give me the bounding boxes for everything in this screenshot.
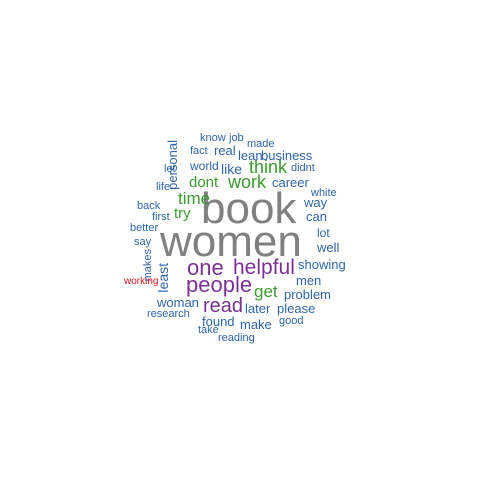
word-read: read (203, 295, 244, 317)
word-like: like (221, 161, 243, 177)
word-woman: woman (157, 295, 199, 310)
word-one: one (187, 255, 224, 280)
word-life: life (156, 181, 171, 193)
word-career: career (272, 175, 309, 190)
word-time: time (178, 189, 211, 208)
word-real: real (214, 143, 236, 158)
word-reading: reading (218, 332, 255, 344)
word-problem: problem (284, 287, 331, 302)
word-way: way (304, 195, 328, 210)
word-book: book (201, 184, 297, 233)
word-business: business (261, 148, 313, 163)
word-back: back (137, 200, 161, 212)
word-showing: showing (298, 257, 346, 272)
word-first: first (152, 211, 170, 223)
word-didnt: didnt (291, 162, 315, 174)
word-fact: fact (190, 145, 208, 157)
word-women: women (160, 217, 302, 266)
word-made: made (247, 138, 275, 150)
word-white: white (311, 187, 337, 199)
word-can: can (306, 209, 327, 224)
word-helpful: helpful (233, 256, 295, 279)
word-better: better (130, 222, 159, 234)
word-research: research (147, 308, 190, 320)
word-take: take (198, 324, 219, 336)
word-know: know (200, 132, 226, 144)
word-let: let (164, 163, 176, 175)
word-found: found (202, 314, 235, 329)
word-lot: lot (317, 226, 330, 240)
word-job: job (229, 132, 244, 144)
word-try: try (174, 205, 191, 222)
word-lean: lean (238, 148, 263, 163)
word-men: men (296, 273, 322, 288)
word-dont: dont (189, 174, 219, 191)
word-say: say (134, 236, 152, 248)
word-make: make (240, 317, 272, 332)
word-working: working (124, 276, 159, 287)
word-get: get (254, 282, 278, 301)
word-work: work (228, 172, 267, 192)
word-good: good (279, 315, 304, 327)
word-world: world (190, 159, 219, 173)
word-well: well (317, 240, 340, 255)
word-think: think (249, 157, 288, 177)
word-please: please (277, 301, 316, 316)
word-later: later (245, 301, 271, 316)
word-people: people (186, 272, 253, 297)
